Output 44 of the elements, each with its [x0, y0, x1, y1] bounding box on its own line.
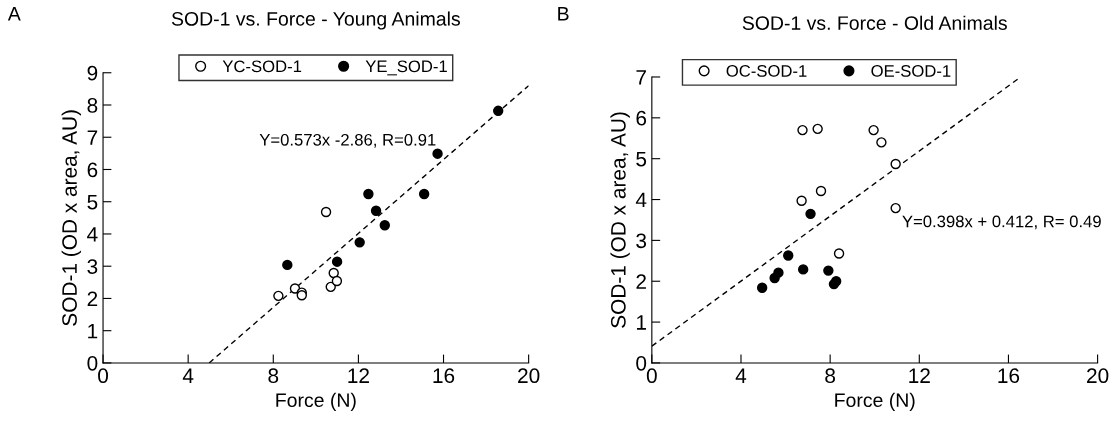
- legend-label: YE_SOD-1: [365, 60, 447, 76]
- y-tick-label: 1: [88, 323, 98, 339]
- legend-label: YC-SOD-1: [222, 60, 302, 73]
- x-tick-label: 16: [998, 368, 1020, 384]
- y-axis-title: SOD-1 (OD x area, AU): [61, 110, 82, 326]
- x-tick-label: 4: [182, 368, 194, 383]
- y-tick-label: 8: [87, 98, 98, 113]
- chart-title: SOD-1 vs. Force - Old Animals: [742, 15, 1007, 30]
- x-tick-label: 16: [433, 368, 455, 384]
- y-tick-label: 0: [87, 355, 98, 371]
- x-tick-label: 8: [268, 368, 279, 384]
- y-tick-label: 2: [636, 274, 646, 289]
- y-tick-label: 9: [87, 65, 98, 81]
- text: A: [7, 7, 21, 21]
- annotation: Y=0.398x + 0.412, R= 0.49: [902, 215, 1101, 230]
- y-tick-label: 1: [636, 315, 646, 330]
- y-tick-label: 5: [636, 151, 647, 167]
- y-tick-label: 4: [87, 227, 98, 242]
- x-tick-label: 20: [518, 368, 540, 384]
- y-tick-label: 4: [635, 192, 647, 208]
- y-axis-title: SOD-1 (OD x area, AU): [610, 112, 630, 328]
- y-tick-label: 6: [87, 162, 98, 178]
- y-tick-label: 0: [636, 355, 647, 371]
- x-tick-label: 8: [825, 368, 836, 384]
- y-tick-label: 7: [87, 130, 98, 145]
- legend-label: OC-SOD-1: [726, 65, 807, 77]
- x-tick-label: 20: [1087, 368, 1109, 384]
- y-tick-label: 2: [87, 291, 98, 306]
- x-tick-label: 4: [735, 368, 747, 383]
- y-tick-label: 5: [87, 194, 98, 210]
- y-tick-label: 6: [636, 110, 647, 126]
- legend-label: OE-SOD-1: [871, 65, 951, 77]
- annotation: Y=0.573x -2.86, R=0.91: [259, 133, 436, 148]
- y-tick-label: 3: [87, 259, 98, 274]
- x-tick-label: 12: [909, 368, 930, 383]
- x-tick-label: 0: [98, 368, 109, 384]
- y-tick-label: 7: [636, 70, 646, 85]
- x-axis-title: Force (N): [835, 392, 915, 411]
- y-tick-label: 3: [636, 233, 647, 249]
- chart-title: SOD-1 vs. Force - Young Animals: [171, 11, 460, 30]
- x-axis-title: Force (N): [276, 392, 356, 411]
- x-tick-label: 12: [348, 368, 369, 383]
- x-tick-label: 0: [646, 368, 657, 384]
- text: B: [558, 7, 569, 21]
